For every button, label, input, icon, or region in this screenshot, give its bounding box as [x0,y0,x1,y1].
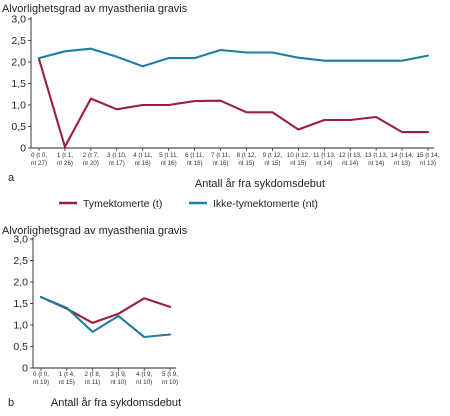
legend-label: Ikke-tymektomerte (nt) [213,198,318,210]
x-axis-label: Antall år fra sykdomsdebut [195,178,325,190]
series-line-tymektomerte [37,57,430,148]
x-tick-label: 5 (t 11, [159,152,178,159]
x-tick-label: 2 (t 7, [83,152,99,159]
x-tick-label: 15 (t 14, [416,152,439,159]
series-line-ikke-tymektomerte [37,47,430,68]
x-tick-label: 7 (t 11, [211,152,230,159]
x-axis-label: Antall år fra sykdomsdebut [51,397,181,409]
y-tick-label: 1,0 [13,320,28,332]
y-axis-title: Alvorlighetsgrad av myasthenia gravis [2,225,188,237]
x-tick-label: nt 15) [264,160,280,167]
x-tick-label: 3 (t 9, [110,371,126,378]
y-tick-label: 1,5 [13,298,28,310]
x-tick-label: 12 (t 13, [339,152,362,159]
x-tick-label: nt 16) [212,160,228,167]
x-tick-label: 1 (t 4, [59,371,75,378]
panel-label: a [8,172,15,184]
x-tick-label: 14 (t 14, [391,152,414,159]
x-tick-label: nt 11) [85,379,101,386]
x-tick-label: nt 19) [33,379,49,386]
x-tick-label: 8 (t 12, [237,152,257,159]
legend-label: Tymektomerte (t) [83,198,162,210]
x-tick-label: nt 10) [162,379,178,386]
y-tick-label: 0 [20,143,26,155]
y-axis-title: Alvorlighetsgrad av myasthenia gravis [2,3,188,15]
x-tick-label: nt 16) [187,160,203,167]
x-tick-label: nt 15) [59,379,75,386]
x-tick-label: 1 (t 1, [57,152,73,159]
x-tick-label: 5 (t 9, [162,371,178,378]
x-tick-label: 9 (t 12, [263,152,283,159]
x-tick-label: 13 (t 13, [365,152,388,159]
y-tick-label: 2,5 [13,255,28,267]
x-tick-label: nt 14) [342,160,358,167]
y-tick-label: 1,0 [11,100,26,112]
y-tick-label: 3,0 [13,234,28,246]
x-tick-label: 11 (t 13, [313,152,336,159]
y-tick-label: 0,5 [11,121,26,133]
x-tick-label: 6 (t 11, [185,152,204,159]
legend: Tymektomerte (t) Ikke-tymektomerte (nt) [59,198,318,210]
x-tick-label: nt 16) [135,160,151,167]
chart-b: Alvorlighetsgrad av myasthenia gravis 0 0,… [2,225,188,409]
panel-label: b [8,397,14,409]
x-tick-label: nt 14) [316,160,332,167]
x-tick-label: nt 27) [31,160,47,167]
x-tick-label: nt 10) [136,379,152,386]
y-tick-label: 1,5 [11,78,26,90]
x-tick-label: 10 (t 12, [287,152,310,159]
x-tick-label: nt 14) [368,160,384,167]
x-tick-label: nt 10) [110,379,126,386]
x-tick-label: nt 16) [161,160,177,167]
x-tick-label: nt 15) [290,160,306,167]
series-line-tymektomerte [39,296,172,324]
x-tick-label: nt 17) [109,160,125,167]
y-tick-label: 2,5 [11,35,26,47]
x-tick-label: nt 13) [394,160,410,167]
x-tick-label: nt 20) [83,160,99,167]
x-tick-label: 0 (t 0, [31,152,47,159]
x-tick-label: nt 15) [238,160,254,167]
y-tick-label: 0,5 [13,341,28,353]
y-tick-label: 2,0 [13,277,28,289]
x-tick-label: 4 (t 11, [133,152,152,159]
x-tick-label: nt 13) [420,160,436,167]
x-tick-label: 0 (t 0, [33,371,49,378]
y-tick-label: 3,0 [11,14,26,26]
x-tick-label: nt 26) [57,160,73,167]
x-tick-label: 2 (t 8, [85,371,101,378]
chart-a: Alvorlighetsgrad av myasthenia gravis 0 0,… [2,3,440,190]
series-line-ikke-tymektomerte [39,296,172,339]
y-tick-label: 2,0 [11,57,26,69]
y-tick-label: 0 [22,363,28,375]
x-tick-label: 4 (t 9, [136,371,152,378]
x-tick-label: 3 (t 10, [107,152,127,159]
